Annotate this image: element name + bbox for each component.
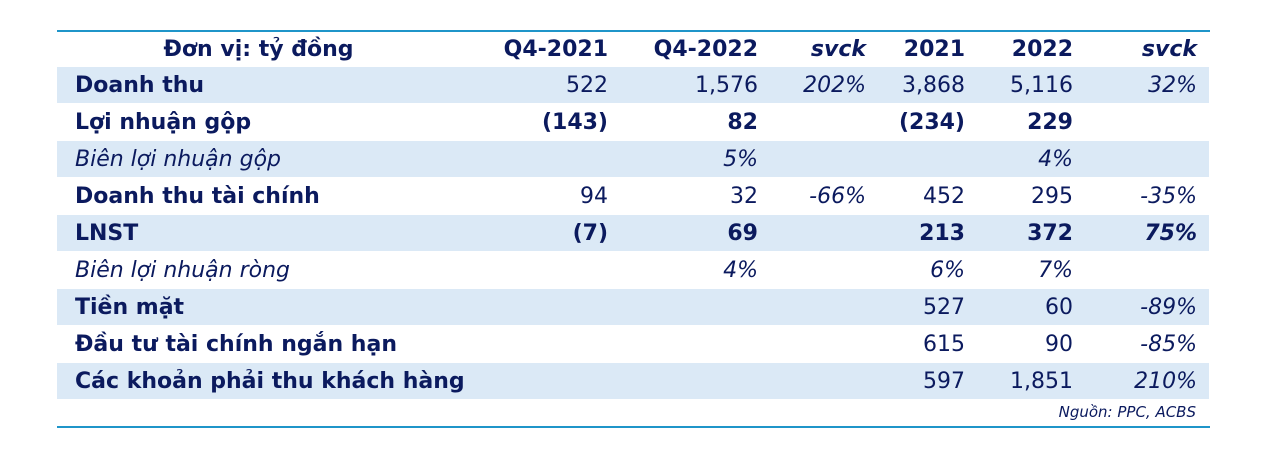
cell-2021: 452: [878, 178, 977, 215]
header-q4-2021: Q4-2021: [472, 32, 620, 67]
cell-2022: 60: [977, 289, 1085, 326]
cell-q4-2022: 82: [620, 104, 770, 141]
cell-svck-year: -89%: [1085, 289, 1209, 326]
cell-2022: 5,116: [977, 67, 1085, 104]
financial-table: Đơn vị: tỷ đồng Q4-2021 Q4-2022 svck 202…: [57, 30, 1210, 428]
cell-q4-2022: [620, 289, 770, 326]
cell-2022: 90: [977, 326, 1085, 363]
cell-svck-quarter: 202%: [770, 67, 878, 104]
header-2021: 2021: [878, 32, 977, 67]
cell-svck-quarter: [770, 141, 878, 178]
row-label: Biên lợi nhuận ròng: [57, 252, 472, 289]
cell-svck-year: 32%: [1085, 67, 1209, 104]
cell-q4-2021: (143): [472, 104, 620, 141]
row-label: Doanh thu tài chính: [57, 178, 472, 215]
cell-2022: 7%: [977, 252, 1085, 289]
row-label: Đầu tư tài chính ngắn hạn: [57, 326, 472, 363]
header-q4-2022: Q4-2022: [620, 32, 770, 67]
cell-2021: 597: [878, 363, 977, 400]
row-label: LNST: [57, 215, 472, 252]
cell-q4-2022: 32: [620, 178, 770, 215]
cell-q4-2021: 94: [472, 178, 620, 215]
table-grid: Đơn vị: tỷ đồng Q4-2021 Q4-2022 svck 202…: [57, 32, 1210, 400]
cell-2021: 6%: [878, 252, 977, 289]
header-unit-label: Đơn vị: tỷ đồng: [57, 32, 472, 67]
cell-svck-quarter: [770, 289, 878, 326]
cell-q4-2022: [620, 326, 770, 363]
source-note: Nguồn: PPC, ACBS: [1058, 403, 1196, 421]
cell-svck-quarter: [770, 215, 878, 252]
cell-svck-quarter: [770, 326, 878, 363]
cell-2021: [878, 141, 977, 178]
cell-q4-2022: 1,576: [620, 67, 770, 104]
cell-svck-year: [1085, 252, 1209, 289]
cell-q4-2021: 522: [472, 67, 620, 104]
cell-svck-quarter: [770, 363, 878, 400]
cell-2021: 213: [878, 215, 977, 252]
cell-q4-2021: [472, 252, 620, 289]
header-svck-year: svck: [1085, 32, 1209, 67]
cell-q4-2021: [472, 363, 620, 400]
cell-q4-2021: (7): [472, 215, 620, 252]
cell-svck-year: 75%: [1085, 215, 1209, 252]
cell-svck-year: [1085, 141, 1209, 178]
cell-2021: (234): [878, 104, 977, 141]
cell-svck-year: -85%: [1085, 326, 1209, 363]
cell-q4-2021: [472, 326, 620, 363]
header-2022: 2022: [977, 32, 1085, 67]
cell-2021: 615: [878, 326, 977, 363]
top-rule: [57, 30, 1210, 32]
cell-2022: 372: [977, 215, 1085, 252]
cell-q4-2022: 4%: [620, 252, 770, 289]
cell-svck-quarter: -66%: [770, 178, 878, 215]
cell-2022: 229: [977, 104, 1085, 141]
cell-2022: 295: [977, 178, 1085, 215]
cell-q4-2022: 69: [620, 215, 770, 252]
row-label: Các khoản phải thu khách hàng: [57, 363, 472, 400]
cell-2021: 3,868: [878, 67, 977, 104]
header-svck-quarter: svck: [770, 32, 878, 67]
cell-svck-year: 210%: [1085, 363, 1209, 400]
cell-svck-quarter: [770, 252, 878, 289]
cell-svck-year: -35%: [1085, 178, 1209, 215]
bottom-rule: [57, 426, 1210, 428]
cell-svck-year: [1085, 104, 1209, 141]
cell-q4-2022: 5%: [620, 141, 770, 178]
cell-2022: 1,851: [977, 363, 1085, 400]
row-label: Doanh thu: [57, 67, 472, 104]
cell-svck-quarter: [770, 104, 878, 141]
row-label: Tiền mặt: [57, 289, 472, 326]
cell-q4-2021: [472, 289, 620, 326]
row-label: Lợi nhuận gộp: [57, 104, 472, 141]
cell-q4-2022: [620, 363, 770, 400]
cell-2022: 4%: [977, 141, 1085, 178]
row-label: Biên lợi nhuận gộp: [57, 141, 472, 178]
cell-q4-2021: [472, 141, 620, 178]
cell-2021: 527: [878, 289, 977, 326]
